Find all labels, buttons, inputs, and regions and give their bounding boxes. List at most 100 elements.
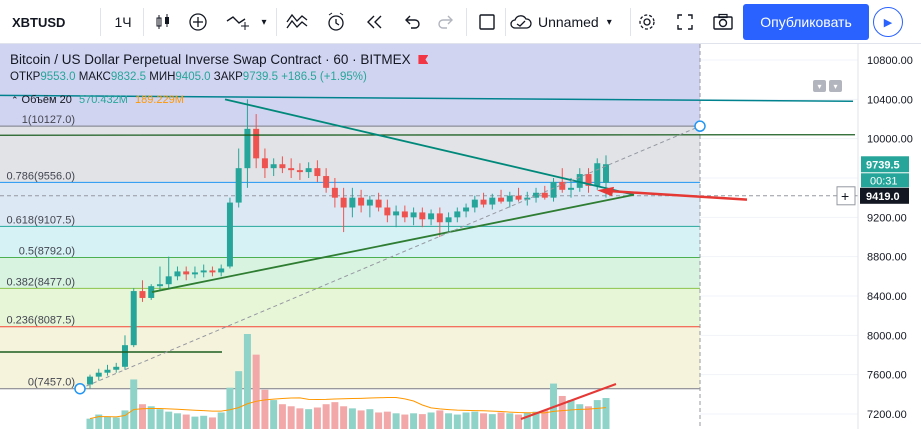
volume-ma-value: 189.229M — [134, 94, 184, 106]
indicators-icon[interactable] — [281, 6, 313, 38]
volume-bar — [436, 410, 444, 429]
volume-ma-line — [89, 397, 607, 420]
toolbar-divider — [466, 8, 467, 36]
volume-bar — [173, 413, 181, 429]
scroll-up-icon[interactable]: ▾ — [813, 80, 826, 92]
volume-bar — [191, 416, 199, 429]
toolbar-divider — [505, 8, 506, 36]
volume-label: Объём 20 — [21, 94, 72, 106]
layout-icon[interactable] — [473, 6, 501, 38]
candle-body — [463, 207, 470, 212]
volume-bar — [445, 413, 453, 429]
volume-bar — [357, 410, 365, 429]
volume-bar — [305, 409, 313, 429]
volume-bar — [331, 402, 339, 429]
drawings[interactable] — [0, 94, 856, 420]
volume-bar — [235, 371, 243, 429]
scroll-down-icon[interactable]: ▾ — [829, 80, 842, 92]
compare-icon[interactable] — [222, 6, 254, 38]
candle-body — [366, 199, 373, 206]
cursor-price-tag — [860, 187, 909, 204]
volume-legend[interactable]: ⌃ Объём 20 570.432M 189.229M — [11, 94, 184, 106]
fib-level-label: 0.618(9107.5) — [7, 214, 76, 226]
fullscreen-icon[interactable] — [671, 6, 699, 38]
replay-icon[interactable] — [360, 6, 390, 38]
candle-body — [253, 128, 260, 159]
volume-bar — [296, 408, 304, 429]
high-label: МАКС — [78, 71, 111, 83]
volume-bar — [462, 412, 470, 429]
candle-body — [218, 268, 225, 273]
volume-bar — [287, 406, 295, 429]
fib-handle-start — [74, 382, 86, 395]
fib-band — [0, 257, 700, 289]
candle-body — [550, 181, 557, 198]
symbol-search[interactable]: XBTUSD — [2, 6, 98, 38]
undo-icon[interactable] — [398, 6, 426, 38]
toolbar-divider — [630, 8, 631, 36]
volume-bar — [348, 408, 356, 429]
volume-value: 570.432M — [78, 94, 128, 106]
volume-bar — [182, 414, 190, 429]
symbol-title: Bitcoin / US Dollar Perpetual Inverse Sw… — [10, 52, 411, 67]
candle-body — [506, 195, 513, 202]
candle-body — [261, 158, 268, 169]
price-axis[interactable]: 7200.00 7600.00 8000.00 8400.00 8800.00 9200.… — [836, 44, 921, 429]
interval-label: 1Ч — [114, 14, 132, 30]
grid-lines — [0, 44, 858, 429]
price-tick-label: 9200.00 — [867, 212, 907, 224]
candle-body — [603, 164, 609, 183]
candles-icon[interactable] — [148, 6, 178, 38]
chevron-down-icon[interactable]: ▾ — [261, 16, 267, 28]
candle-body — [541, 192, 548, 198]
volume-bars — [86, 334, 610, 429]
camera-icon[interactable] — [709, 6, 737, 38]
volume-bar — [200, 415, 208, 429]
fib-level-label: 0.5(8792.0) — [19, 245, 75, 257]
toolbar-divider — [143, 8, 144, 36]
plus-icon: + — [841, 188, 849, 204]
volume-bar — [130, 379, 138, 429]
fib-level-label: 0.786(9556.0) — [7, 170, 76, 182]
red-arrow-line — [604, 189, 748, 201]
volume-bar — [523, 412, 531, 429]
candle-body — [401, 211, 408, 218]
publish-button[interactable]: Опубликовать — [743, 4, 869, 40]
open-label: ОТКР — [10, 71, 41, 83]
add-order-button — [836, 186, 856, 206]
price-chart[interactable]: 1(10127.0) 0.786(9556.0) 0.618(9107.5) 0.5(… — [0, 44, 921, 429]
candle-body — [139, 291, 146, 298]
volume-bar — [480, 413, 488, 429]
redo-icon[interactable] — [432, 6, 460, 38]
layout-name-button[interactable]: Unnamed ▾ — [510, 6, 628, 38]
publish-label: Опубликовать — [760, 14, 852, 30]
collapse-icon[interactable]: ⌃ — [11, 95, 19, 105]
volume-bar — [532, 411, 540, 429]
candle-body — [165, 276, 172, 285]
price-tick-label: 10800.00 — [867, 55, 913, 67]
alert-icon[interactable] — [321, 6, 351, 38]
last-price-label: 9739.5 — [866, 159, 900, 171]
price-axis-background — [858, 44, 921, 429]
symbol-label: XBTUSD — [12, 14, 66, 30]
play-icon[interactable]: ▶ — [873, 7, 903, 37]
red-volume-line — [520, 383, 617, 420]
volume-bar — [243, 334, 251, 429]
settings-icon[interactable] — [633, 6, 661, 38]
volume-bar — [602, 398, 610, 429]
volume-bar — [567, 400, 575, 429]
candle-body — [384, 207, 391, 216]
volume-bar — [576, 404, 584, 429]
red-arrow-head — [597, 186, 614, 197]
volume-bar — [585, 406, 593, 429]
volume-bar — [112, 417, 120, 429]
candle-body — [349, 197, 356, 208]
interval-button[interactable]: 1Ч — [106, 6, 140, 38]
price-tick-label: 10000.00 — [867, 134, 913, 146]
volume-bar — [226, 387, 234, 429]
volume-bar — [322, 404, 330, 429]
price-tick-label: 8000.00 — [867, 330, 907, 342]
candle-body — [87, 376, 93, 385]
fib-handle-end — [694, 120, 706, 132]
add-indicator-icon[interactable] — [183, 6, 213, 38]
